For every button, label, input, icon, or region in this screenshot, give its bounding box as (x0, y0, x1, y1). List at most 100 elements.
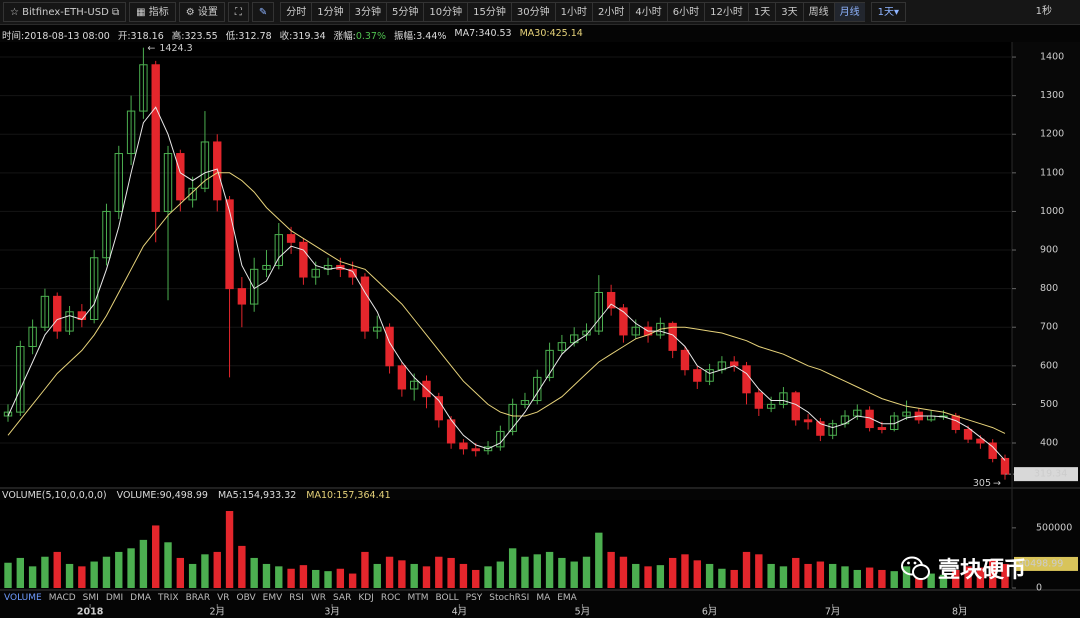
info-item: 低:312.78 (226, 28, 272, 42)
volume-bar (644, 566, 652, 588)
volume-bar (668, 557, 677, 588)
watermark-text: 壹块硬币 (938, 558, 1027, 583)
interval-button[interactable]: 1小时 (554, 2, 592, 22)
indicator-tab[interactable]: VOLUME (4, 593, 42, 603)
interval-button[interactable]: 10分钟 (423, 2, 468, 22)
candle-body (126, 110, 136, 155)
volume-bar (607, 551, 615, 588)
candle-body (865, 409, 874, 429)
volume-bar (102, 556, 111, 588)
volume-bar (828, 563, 837, 588)
candle-body (397, 365, 407, 390)
indicator-tab[interactable]: SAR (333, 593, 352, 603)
fullscreen-button[interactable]: ⛶ (227, 2, 249, 22)
candle-body (262, 264, 271, 270)
volume-bar (238, 545, 246, 588)
x-tick-label: 2018 (77, 607, 104, 618)
indicator-tab[interactable]: BOLL (435, 593, 459, 603)
indicator-tab[interactable]: MA (536, 593, 551, 603)
interval-button[interactable]: 12小时 (704, 2, 748, 22)
symbol-button[interactable]: ☆ Bitfinex-ETH-USD ⧉ (3, 2, 127, 22)
candle-body (89, 257, 99, 320)
interval-button[interactable]: 3分钟 (348, 2, 387, 22)
indicator-tab[interactable]: DMA (130, 593, 152, 603)
indicator-tab[interactable]: DMI (105, 593, 124, 603)
info-item: MA7:340.53 (454, 28, 511, 42)
indicator-tab[interactable]: MACD (48, 593, 76, 603)
interval-button[interactable]: 5分钟 (386, 2, 424, 22)
volume-bar (4, 562, 12, 588)
x-tick-label: 8月 (952, 607, 968, 618)
candle-body (816, 421, 825, 436)
indicator-tab[interactable]: MTM (407, 593, 429, 603)
indicator-tab[interactable]: OBV (236, 593, 256, 603)
settings-button[interactable]: ⚙ 设置 (178, 2, 225, 22)
settings-label: 设置 (197, 7, 218, 18)
indicator-tab[interactable]: PSY (465, 593, 483, 603)
indicator-tab[interactable]: SMI (82, 593, 99, 603)
volume-bar (348, 573, 357, 588)
volume-bar (705, 563, 714, 588)
indicator-tab[interactable]: RSI (289, 593, 304, 603)
volume-bar (915, 572, 923, 588)
interval-button[interactable]: 1天 (747, 2, 776, 22)
candle-body (754, 392, 764, 409)
indicator-tab[interactable]: EMA (557, 593, 577, 603)
volume-bar (570, 561, 578, 588)
interval-button[interactable]: 6小时 (666, 2, 705, 22)
indicator-tab[interactable]: KDJ (358, 593, 374, 603)
volume-bar (619, 556, 628, 588)
draw-button[interactable]: ✎ (251, 2, 275, 22)
interval-button[interactable]: 周线 (802, 2, 834, 22)
candle-body (409, 380, 419, 390)
candle-body (951, 415, 960, 430)
volume-bar (927, 573, 935, 588)
indicator-tab[interactable]: BRAR (185, 593, 211, 603)
candle-body (779, 392, 788, 405)
indicator-tab[interactable]: VR (217, 593, 230, 603)
candle-body (373, 326, 382, 332)
candle-body (40, 295, 50, 328)
indicator-tab[interactable]: ROC (380, 593, 401, 603)
indicator-button[interactable]: ▦ 指标 (129, 2, 176, 22)
y-tick-label: 1100 (1040, 167, 1064, 178)
x-tick-label: 3月 (324, 607, 340, 618)
interval-button[interactable]: 1分钟 (311, 2, 349, 22)
volume-bar (582, 556, 591, 588)
y-tick-label: 1200 (1040, 129, 1064, 140)
y-tick-label: 1400 (1040, 52, 1064, 63)
indicator-tab[interactable]: EMV (262, 593, 283, 603)
interval-button[interactable]: 30分钟 (510, 2, 555, 22)
info-value: 318.16 (130, 31, 164, 42)
candle-body (53, 295, 62, 332)
indicator-tab[interactable]: WR (310, 593, 327, 603)
candle-body (188, 187, 197, 201)
candle-body (225, 199, 234, 290)
volume-bar (225, 511, 234, 588)
info-bar: 时间:2018-08-13 08:00 开:318.16 高:323.55 低:312… (2, 28, 583, 42)
info-label: 涨幅: (333, 31, 356, 42)
y-tick-label: 800 (1040, 283, 1058, 294)
info-label: 时间: (2, 31, 25, 42)
volume-info-item: MA10:157,364.41 (306, 490, 391, 501)
interval-button[interactable]: 月线 (833, 2, 865, 22)
info-label: MA7: (454, 28, 479, 39)
candle-body (594, 291, 604, 332)
candle-body (274, 234, 283, 266)
candle-body (545, 349, 554, 378)
refresh-rate[interactable]: 1秒 (1035, 6, 1052, 17)
candle-body (163, 153, 173, 212)
interval-button[interactable]: 15分钟 (467, 2, 511, 22)
interval-select[interactable]: 1天▾ (870, 2, 906, 22)
indicator-tab[interactable]: StochRSI (489, 593, 530, 603)
volume-bar (28, 566, 37, 588)
candle-body (680, 349, 690, 371)
indicator-tab[interactable]: TRIX (158, 593, 179, 603)
candle-body (237, 288, 247, 305)
interval-button[interactable]: 3天 (775, 2, 803, 22)
info-label: 收: (279, 31, 293, 42)
interval-button[interactable]: 分时 (280, 2, 312, 22)
x-tick-label: 7月 (825, 607, 841, 618)
interval-button[interactable]: 4小时 (629, 2, 667, 22)
interval-button[interactable]: 2小时 (592, 2, 630, 22)
